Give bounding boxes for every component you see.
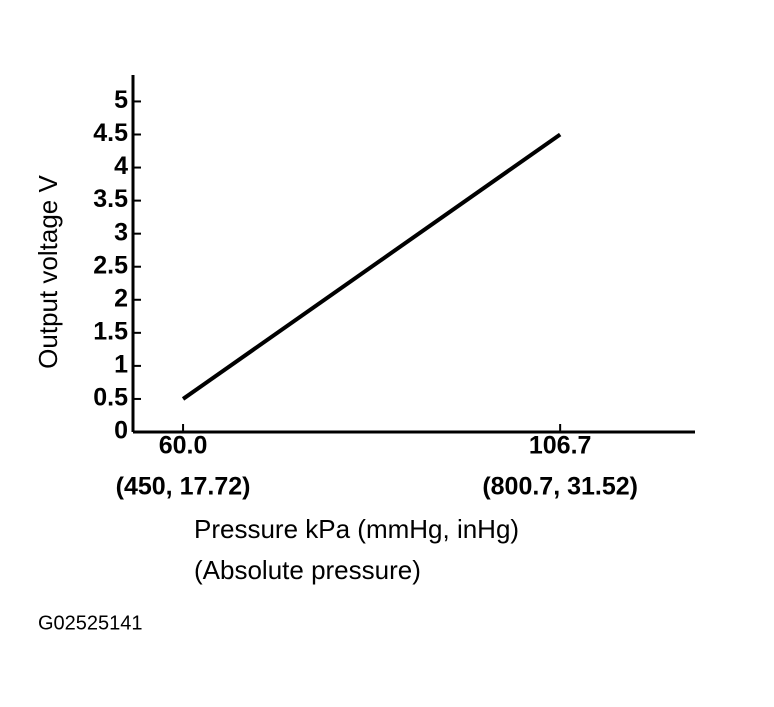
- y-tick-label: 0.5: [93, 384, 128, 412]
- figure-id: G02525141: [38, 612, 143, 634]
- y-tick-label: 5: [114, 86, 128, 114]
- y-tick-label: 4.5: [93, 119, 128, 147]
- x-tick-label: 60.0: [159, 432, 208, 460]
- x-tick-sublabel: (800.7, 31.52): [482, 473, 638, 501]
- y-tick-label: 1: [114, 350, 128, 378]
- x-axis-label: (Absolute pressure): [194, 555, 421, 585]
- y-tick-label: 0: [114, 417, 128, 445]
- y-tick-label: 2: [114, 284, 128, 312]
- x-tick-label: 106.7: [529, 432, 592, 460]
- y-tick-label: 3.5: [93, 185, 128, 213]
- y-tick-label: 3: [114, 218, 128, 246]
- y-tick-label: 4: [114, 152, 128, 180]
- x-tick-sublabel: (450, 17.72): [116, 473, 251, 501]
- y-tick-label: 2.5: [93, 251, 128, 279]
- y-tick-label: 1.5: [93, 317, 128, 345]
- y-axis-label: Output voltage V: [33, 175, 63, 369]
- data-line: [181, 132, 562, 401]
- x-axis-label: Pressure kPa (mmHg, inHg): [194, 514, 519, 544]
